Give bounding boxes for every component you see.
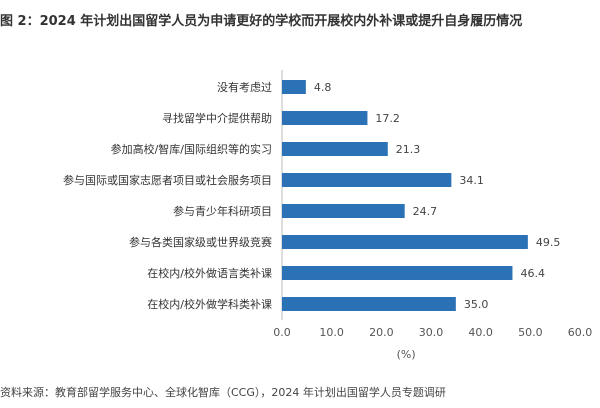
value-label: 17.2 xyxy=(375,112,400,125)
x-tick-label: 30.0 xyxy=(419,326,444,339)
x-tick-label: 40.0 xyxy=(468,326,493,339)
x-tick-label: 50.0 xyxy=(518,326,543,339)
x-tick-label: 20.0 xyxy=(369,326,394,339)
x-axis-label: (%) xyxy=(397,348,416,361)
category-label: 寻找留学中介提供帮助 xyxy=(162,111,272,125)
category-label: 参与青少年科研项目 xyxy=(173,204,272,218)
category-label: 参与国际或国家志愿者项目或社会服务项目 xyxy=(63,173,272,187)
bar xyxy=(282,297,456,311)
value-label: 24.7 xyxy=(413,205,438,218)
value-label: 46.4 xyxy=(520,267,545,280)
bar xyxy=(282,111,368,125)
value-label: 49.5 xyxy=(536,236,561,249)
bar xyxy=(282,235,528,249)
x-tick-label: 10.0 xyxy=(319,326,344,339)
category-label: 参与各类国家级或世界级竞赛 xyxy=(129,235,272,249)
category-label: 在校内/校外做语言类补课 xyxy=(147,266,272,280)
value-label: 34.1 xyxy=(459,174,484,187)
bar xyxy=(282,173,452,187)
value-label: 21.3 xyxy=(396,143,421,156)
category-label: 没有考虑过 xyxy=(217,80,272,94)
bar xyxy=(282,204,405,218)
bar xyxy=(282,266,513,280)
source-note: 资料来源：教育部留学服务中心、全球化智库（CCG），2024 年计划出国留学人员… xyxy=(0,386,446,399)
x-tick-label: 0.0 xyxy=(273,326,291,339)
chart-title: 图 2：2024 年计划出国留学人员为申请更好的学校而开展校内外补课或提升自身履… xyxy=(0,14,523,29)
x-tick-label: 60.0 xyxy=(568,326,593,339)
bar xyxy=(282,142,388,156)
value-label: 4.8 xyxy=(314,81,332,94)
category-label: 在校内/校外做学科类补课 xyxy=(147,297,272,311)
bar xyxy=(282,80,306,94)
value-label: 35.0 xyxy=(464,298,489,311)
category-label: 参加高校/智库/国际组织等的实习 xyxy=(111,142,272,156)
